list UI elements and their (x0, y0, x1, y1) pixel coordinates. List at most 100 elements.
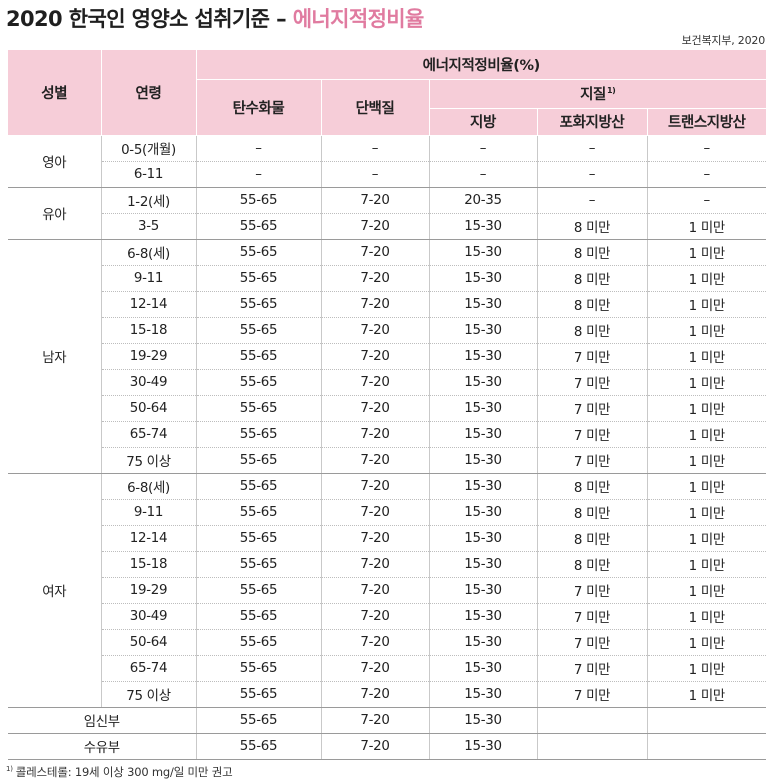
table-cell: 15-30 (428, 681, 537, 708)
header-lipid-label: 지질 (580, 87, 606, 103)
header-gender: 성별 (8, 50, 101, 136)
table-cell: 15-30 (428, 577, 537, 604)
header-fat: 지방 (428, 108, 537, 136)
table-cell: 55-65 (195, 187, 321, 214)
table-cell: 50-64 (100, 395, 196, 422)
table-cell: 1 미만 (646, 525, 767, 552)
table-cell: 7 미만 (536, 655, 647, 682)
table-cell: 55-65 (195, 629, 321, 656)
table-cell: 15-30 (428, 733, 537, 760)
table-cell (536, 707, 647, 734)
table-cell: 55-65 (195, 681, 321, 708)
table-cell: 55-65 (195, 603, 321, 630)
table-cell: 55-65 (195, 343, 321, 370)
title-accent: 에너지적정비율 (292, 7, 425, 31)
table-cell: 55-65 (195, 421, 321, 448)
table-cell: 1 미만 (646, 369, 767, 396)
table-cell: 15-30 (428, 551, 537, 578)
footnote-text: 콜레스테롤: 19세 이상 300 mg/일 미만 권고 (15, 765, 233, 779)
table-cell (646, 733, 767, 760)
table-cell: 55-65 (195, 525, 321, 552)
table-cell: 1 미만 (646, 343, 767, 370)
table-cell: – (536, 161, 647, 188)
header-sat-fat: 포화지방산 (536, 108, 647, 136)
table-cell: 55-65 (195, 655, 321, 682)
table-cell: 15-30 (428, 447, 537, 474)
table-cell: 55-65 (195, 369, 321, 396)
cell-gender: 여자 (8, 473, 101, 708)
table-cell: 6-8(세) (100, 473, 196, 500)
table-row: 임신부 55-65 7-20 15-30 (8, 707, 767, 734)
table-cell: 7-20 (320, 681, 429, 708)
table-cell: 15-30 (428, 291, 537, 318)
table-cell: 15-30 (428, 629, 537, 656)
table-cell: 7-20 (320, 603, 429, 630)
table-cell: 7 미만 (536, 681, 647, 708)
table-cell: 15-30 (428, 265, 537, 292)
table-row: 19-29 55-65 7-20 15-30 7 미만 1 미만 (8, 343, 767, 370)
table-cell: – (428, 161, 537, 188)
table-row: 9-11 55-65 7-20 15-30 8 미만 1 미만 (8, 499, 767, 526)
table-row: 3-5 55-65 7-20 15-30 8 미만 1 미만 (8, 213, 767, 240)
table-row: 유아 1-2(세) 55-65 7-20 20-35– – (8, 187, 767, 240)
table-cell: 55-65 (195, 447, 321, 474)
table-cell: 8 미만 (536, 525, 647, 552)
table-cell: 7 미만 (536, 577, 647, 604)
table-cell: 20-35 (428, 187, 537, 214)
table-cell: 7-20 (320, 655, 429, 682)
table-cell: 55-65 (195, 317, 321, 344)
table-cell: 8 미만 (536, 551, 647, 578)
table-cell: – (646, 187, 767, 214)
footnote-mark: 1) (6, 765, 13, 774)
table-cell: – (320, 161, 429, 188)
title-main: 2020 한국인 영양소 섭취기준 – (6, 7, 293, 31)
table-cell: 15-30 (428, 369, 537, 396)
table-cell: 7-20 (320, 291, 429, 318)
table-cell: 1 미만 (646, 629, 767, 656)
table-cell: 9-11 (100, 499, 196, 526)
header-carb: 탄수화물 (195, 79, 321, 136)
table-cell: 1 미만 (646, 681, 767, 708)
table-cell: 1 미만 (646, 317, 767, 344)
table-cell: 65-74 (100, 655, 196, 682)
table-row: 15-18 55-65 7-20 15-30 8 미만 1 미만 (8, 317, 767, 344)
table-cell: 15-18 (100, 317, 196, 344)
table-header: 성별 연령 에너지적정비율(%) 탄수화물 단백질 지질1) 지방 포화지방산 … (8, 50, 767, 136)
table-row: 수유부 55-65 7-20 15-30 (8, 733, 767, 760)
table-cell: 8 미만 (536, 265, 647, 292)
table-row: 50-64 55-65 7-20 15-30 7 미만 1 미만 (8, 629, 767, 656)
cell-gender: 유아 (8, 187, 101, 240)
table-cell: 55-65 (195, 213, 321, 240)
table-cell: 12-14 (100, 525, 196, 552)
table-cell: 1 미만 (646, 213, 767, 240)
table-cell: 7-20 (320, 395, 429, 422)
table-cell: – (195, 161, 321, 188)
table-cell: 55-65 (195, 577, 321, 604)
table-cell: 0-5(개월) (100, 135, 196, 162)
table-cell: 7-20 (320, 447, 429, 474)
header-lipid: 지질1) (428, 79, 767, 109)
table-cell: 6-11 (100, 161, 196, 188)
table-cell: 1 미만 (646, 291, 767, 318)
table-cell: 9-11 (100, 265, 196, 292)
table-cell: 1 미만 (646, 447, 767, 474)
table-cell: 15-30 (428, 655, 537, 682)
table-row: 12-14 55-65 7-20 15-30 8 미만 1 미만 (8, 291, 767, 318)
table-cell: 7-20 (320, 239, 429, 266)
table-cell: 7 미만 (536, 421, 647, 448)
table-cell: 15-30 (428, 603, 537, 630)
table-cell: 55-65 (195, 733, 321, 760)
table-row: 여자 6-8(세) 55-65 7-20 15-30 8 미만 1 미만 (8, 473, 767, 708)
table-cell: 7 미만 (536, 603, 647, 630)
table-row: 12-14 55-65 7-20 15-30 8 미만 1 미만 (8, 525, 767, 552)
table-row: 75 이상 55-65 7-20 15-30 7 미만 1 미만 (8, 681, 767, 708)
table-cell: – (646, 161, 767, 188)
cell-gender: 임신부 (8, 707, 196, 734)
table-cell: 15-30 (428, 317, 537, 344)
table-cell (646, 707, 767, 734)
table-cell: 1 미만 (646, 421, 767, 448)
table-cell: 7-20 (320, 187, 429, 214)
table-cell: 7 미만 (536, 629, 647, 656)
table-cell: 55-65 (195, 265, 321, 292)
cell-gender: 수유부 (8, 733, 196, 760)
